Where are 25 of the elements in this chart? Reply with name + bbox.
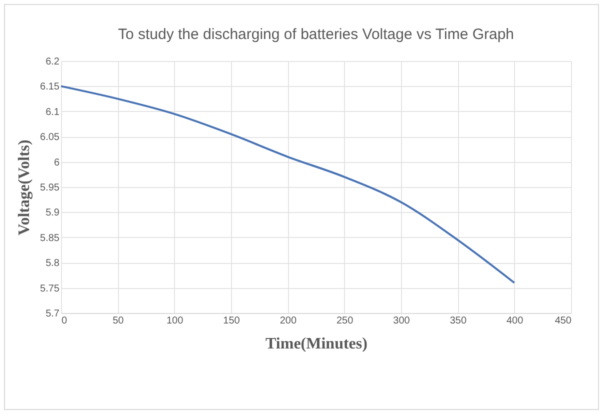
y-tick-label: 5.8 — [46, 258, 60, 270]
y-tick-label: 6 — [54, 157, 60, 168]
y-tick-label: 6.1 — [46, 106, 60, 118]
y-tick-label: 5.7 — [46, 308, 60, 320]
x-tick-label: 0 — [62, 316, 68, 326]
y-axis-title: Voltage(Volts) — [16, 140, 34, 236]
line-series — [60, 85, 516, 284]
y-tick-label: 5.95 — [40, 182, 60, 194]
y-tick-label: 6.15 — [40, 82, 60, 93]
y-tick-label: 5.75 — [40, 283, 60, 294]
x-axis-title: Time(Minutes) — [266, 336, 368, 352]
y-tick-label: 5.9 — [46, 208, 60, 219]
y-tick-label: 6.2 — [46, 56, 60, 68]
x-tick-label: 50 — [112, 316, 124, 326]
y-tick-label: 5.85 — [40, 232, 60, 244]
x-tick-label: 350 — [450, 316, 467, 326]
x-tick-label: 450 — [554, 316, 572, 326]
x-tick-label: 200 — [280, 316, 297, 326]
y-tick-label: 6.05 — [40, 132, 60, 144]
chart-title: To study the discharging of batteries Voltage vs Time Graph — [118, 26, 514, 43]
x-tick-label: 100 — [166, 316, 184, 326]
x-tick-label: 400 — [506, 316, 524, 326]
x-tick-label: 250 — [336, 316, 354, 326]
x-tick-label: 150 — [223, 316, 240, 326]
x-tick-label: 300 — [393, 316, 410, 326]
